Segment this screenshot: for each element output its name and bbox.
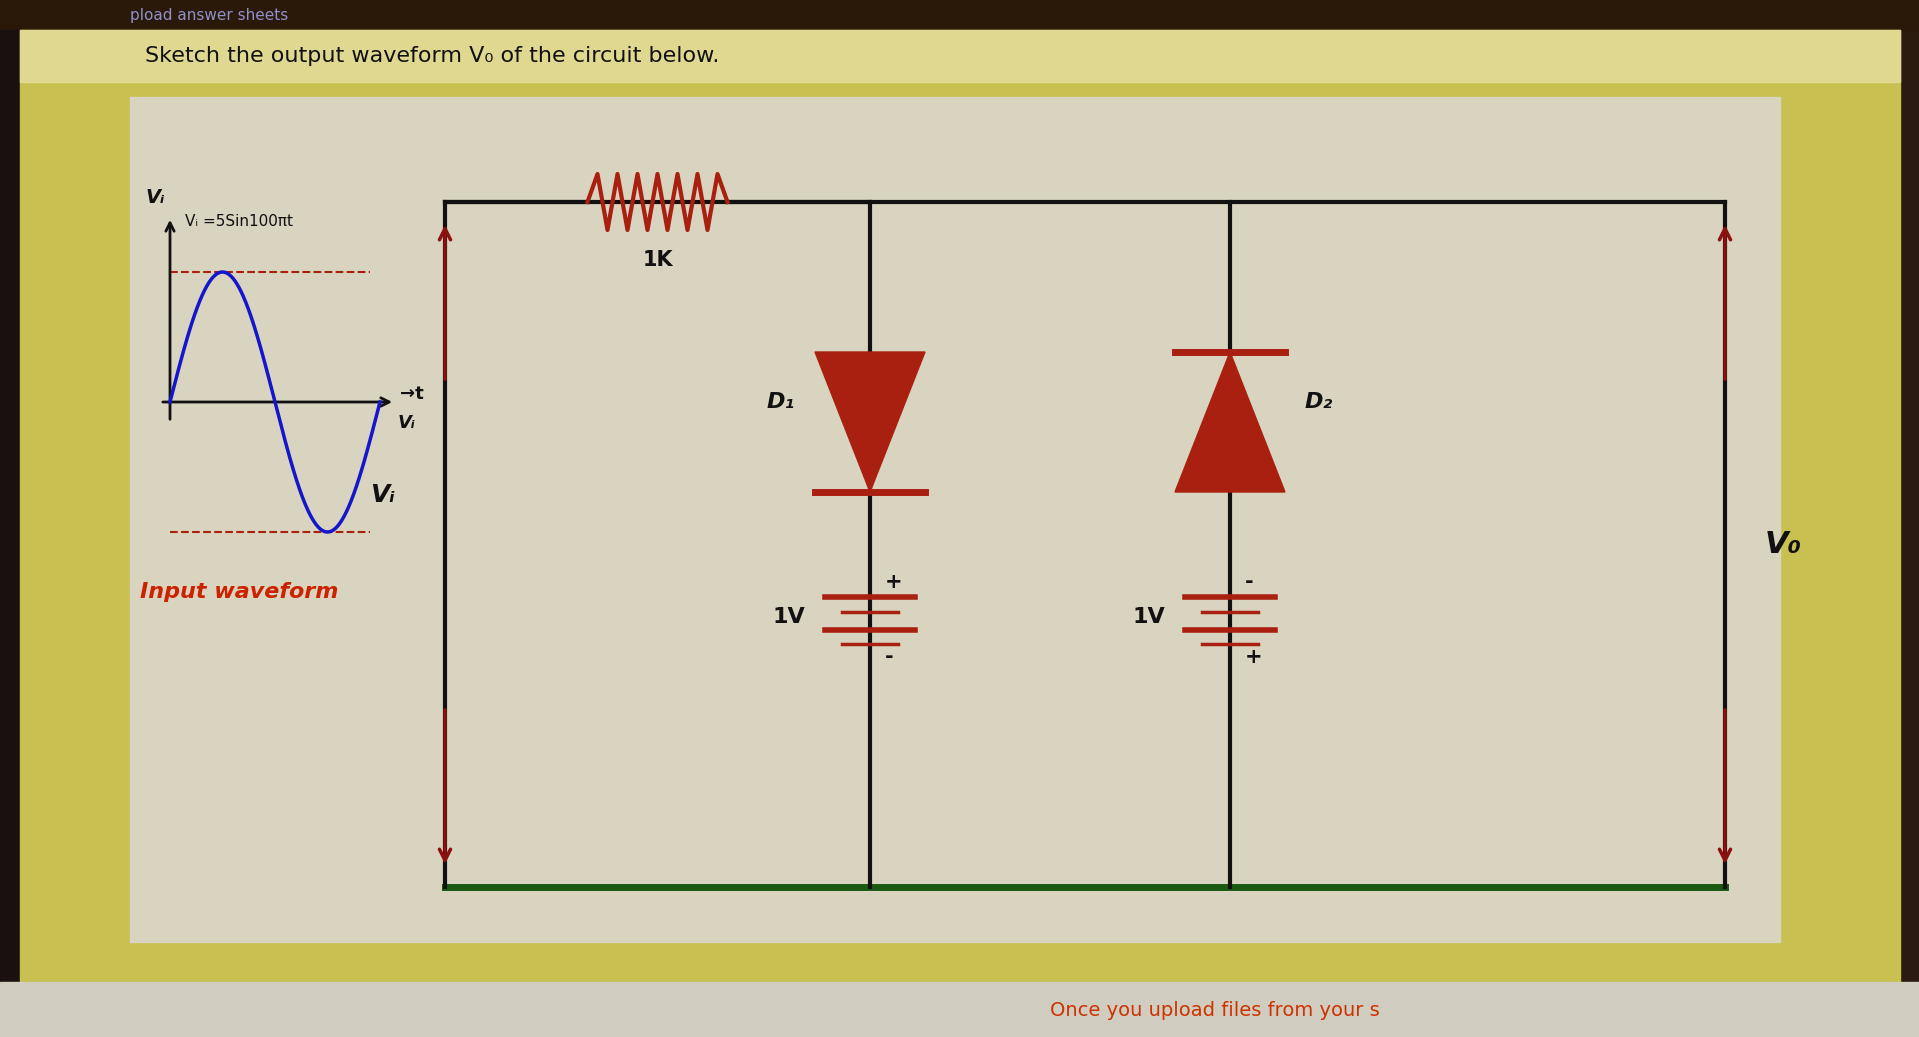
Text: Vᵢ: Vᵢ [397, 414, 416, 432]
Polygon shape [816, 352, 925, 492]
Text: Vᵢ: Vᵢ [146, 188, 165, 207]
Text: 1K: 1K [643, 250, 674, 270]
Bar [0, 982, 1919, 1037]
Text: pload answer sheets: pload answer sheets [130, 7, 288, 23]
Text: Once you upload files from your s: Once you upload files from your s [1050, 1001, 1380, 1019]
Text: Sketch the output waveform V₀ of the circuit below.: Sketch the output waveform V₀ of the cir… [146, 46, 720, 66]
Bar [0, 0, 1919, 30]
Text: 1V: 1V [771, 607, 804, 627]
Text: +: + [885, 572, 902, 592]
Text: 1V: 1V [1132, 607, 1165, 627]
Text: V₀: V₀ [1765, 530, 1802, 559]
Text: →t: →t [399, 385, 424, 403]
Text: +: + [1245, 647, 1263, 667]
Text: -: - [885, 647, 894, 667]
Text: D₂: D₂ [1305, 392, 1334, 412]
Text: Input waveform: Input waveform [140, 582, 338, 602]
Text: D₁: D₁ [768, 392, 794, 412]
Bar [19, 30, 1900, 82]
Text: Vᵢ =5Sin100πt: Vᵢ =5Sin100πt [184, 214, 294, 229]
Polygon shape [1174, 352, 1286, 492]
Text: -: - [1245, 572, 1253, 592]
Bar [0, 30, 19, 1037]
Bar [130, 97, 1781, 942]
Text: Vᵢ: Vᵢ [370, 482, 395, 506]
